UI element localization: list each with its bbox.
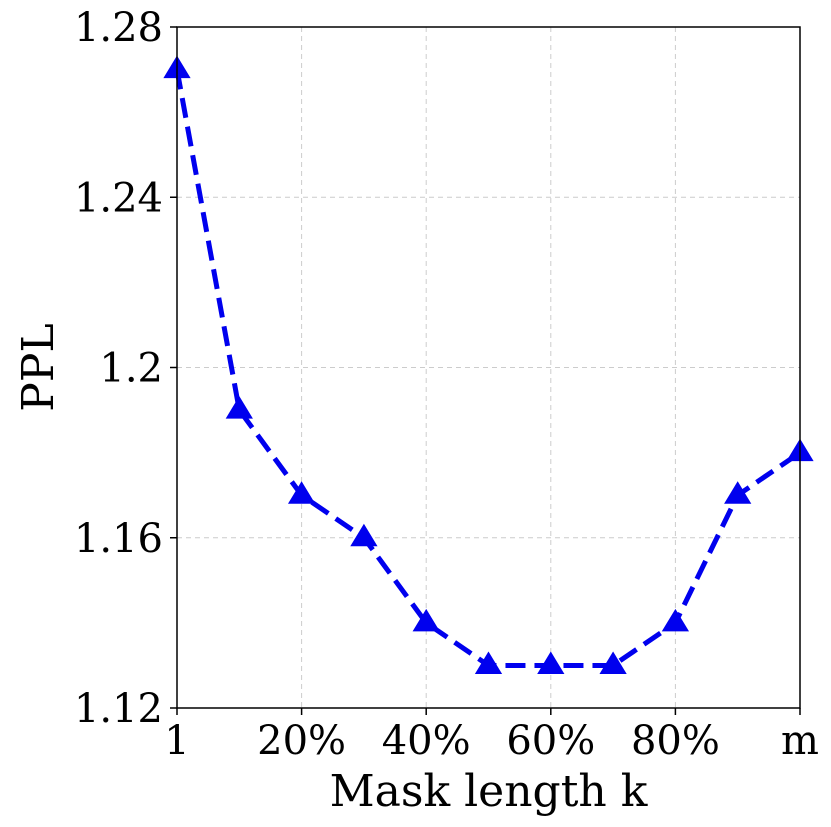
x-tick-label: 40% [382, 718, 471, 764]
x-tick-label: 80% [631, 718, 720, 764]
x-tick-label: m [781, 718, 819, 764]
data-point-marker [350, 523, 378, 547]
x-tick-label: 60% [506, 718, 595, 764]
y-tick-label: 1.16 [74, 516, 163, 562]
series-marker-layer [163, 55, 814, 674]
y-tick-label: 1.28 [74, 5, 163, 51]
data-point-marker [225, 396, 253, 419]
data-point-marker [537, 651, 565, 674]
data-point-marker [724, 481, 752, 504]
x-tick-label: 1 [164, 718, 189, 764]
x-axis-label: Mask length k [330, 766, 648, 817]
data-point-marker [474, 651, 503, 674]
y-axis-ticks: 1.12 1.16 1.2 1.24 1.28 [74, 5, 177, 732]
y-tick-label: 1.2 [99, 346, 163, 392]
grid [176, 26, 801, 709]
x-tick-label: 20% [257, 718, 346, 764]
y-tick-label: 1.24 [74, 175, 163, 221]
x-axis-ticks: 1 20% 40% 60% 80% m [164, 708, 819, 764]
y-tick-label: 1.12 [74, 686, 163, 732]
data-point-marker [287, 481, 316, 504]
data-point-marker [412, 608, 440, 632]
data-point-marker [661, 608, 690, 632]
data-point-marker [599, 651, 627, 674]
y-axis-label: PPL [13, 323, 64, 411]
